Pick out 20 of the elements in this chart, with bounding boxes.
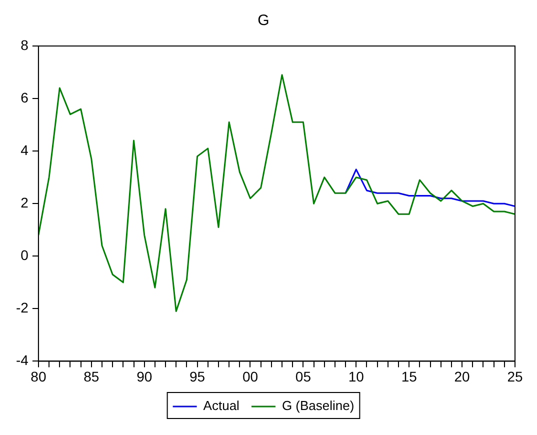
- y-tick-label: 8: [20, 36, 29, 53]
- x-tick-label: 10: [348, 368, 364, 384]
- legend-label: Actual: [203, 398, 240, 414]
- x-tick-label: 05: [295, 368, 312, 384]
- x-tick-label: 15: [401, 368, 418, 384]
- x-tick-label: 80: [30, 368, 46, 384]
- x-tick-label: 95: [190, 368, 206, 384]
- legend-label: G (Baseline): [282, 398, 354, 414]
- x-tick-label: 90: [136, 368, 152, 384]
- x-tick-label: 20: [454, 368, 470, 384]
- y-tick-label: -2: [16, 300, 29, 316]
- y-tick-label: -4: [16, 352, 29, 368]
- y-tick-label: 0: [20, 246, 29, 263]
- y-tick-label: 2: [20, 194, 29, 210]
- x-tick-label: 85: [84, 368, 100, 384]
- y-tick-label: 4: [20, 142, 29, 158]
- x-tick-label: 00: [242, 368, 258, 384]
- y-tick-label: 6: [20, 89, 29, 106]
- chart-title: G: [258, 12, 270, 30]
- x-tick-label: 25: [507, 368, 523, 384]
